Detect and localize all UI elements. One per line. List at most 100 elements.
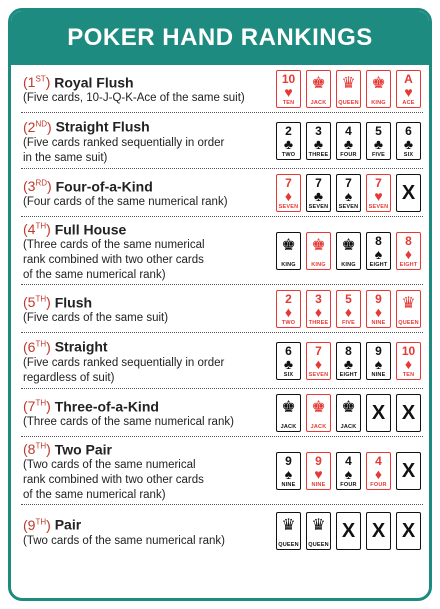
suit-icon: ♣ [373,135,384,152]
playing-card: 3 ♦ THREE [306,289,331,328]
suit-icon: ♠ [284,465,293,482]
card-label: SEVEN [338,203,359,210]
card-label: THREE [308,151,329,158]
card-group: 9 ♠ NINE 9 ♥ NINE 4 ♠ FOUR 4 ♦ FOUR X [276,451,423,490]
hand-text: (5TH) Flush (Five cards of the same suit) [21,291,276,327]
x-mark: X [371,520,386,542]
card-label: JACK [310,423,327,430]
hand-rank: (3RD) [23,178,56,195]
hand-row: (1ST) Royal Flush (Five cards, 10-J-Q-K-A… [21,65,423,113]
face-card-icon: ♚ [341,398,356,416]
hand-description: in the same suit) [23,151,108,164]
playing-card: ♛ QUEEN [336,69,361,108]
playing-card: ♚ JACK [306,69,331,108]
hand-description: (Three cards of the same numerical [23,239,205,252]
hand-rank: (6TH) [23,338,55,355]
rank-suffix: ND [35,119,48,129]
card-group: 2 ♣ TWO 3 ♣ THREE 4 ♣ FOUR 5 ♣ FIVE 6 ♣ SIX [276,121,423,160]
card-value: 7 [315,175,322,190]
card-value: 4 [375,453,382,468]
card-label: NINE [371,319,386,326]
playing-card: 10 ♦ TEN [396,341,421,380]
hand-description: (Five cards ranked sequentially in order [23,136,225,149]
playing-card: 9 ♦ NINE [366,289,391,328]
suit-icon: ♥ [314,465,323,482]
card-value: 8 [345,343,352,358]
hand-description: of the same numerical rank) [23,489,166,502]
hand-rank: (2ND) [23,118,56,135]
rank-number: 4 [27,221,36,238]
x-mark: X [401,401,416,424]
hand-name: Straight Flush [55,118,150,135]
rank-suffix: TH [35,398,47,408]
hand-description: (Three cards of the same numerical rank) [23,416,234,429]
card-label: FOUR [340,481,357,488]
rank-number: 1 [27,74,36,91]
hand-name: Two Pair [54,441,113,458]
card-label: SEVEN [308,203,329,210]
hand-rank: (7TH) [23,398,55,415]
hand-title: (4TH) Full House [23,218,276,239]
rank-suffix: TH [35,221,47,231]
card-value: 7 [345,175,352,190]
playing-card: A ♥ ACE [396,69,421,108]
hand-description: (Four cards of the same numerical rank) [23,196,228,209]
hand-row: (4TH) Full House (Three cards of the same… [21,217,423,285]
hand-name: Flush [54,294,93,311]
playing-card: 8 ♠ EIGHT [366,231,391,270]
suit-icon: ♦ [374,303,383,320]
playing-card: ♛ QUEEN [396,289,421,328]
card-value: 10 [281,71,296,86]
hand-text: (4TH) Full House (Three cards of the same… [21,218,276,284]
playing-card: 9 ♥ NINE [306,451,331,490]
rankings-card: POKER HAND RANKINGS (1ST) Royal Flush (Fi… [8,8,432,601]
hand-rank: (4TH) [23,221,55,238]
x-mark: X [401,181,416,204]
hand-name: Royal Flush [54,74,134,91]
suit-icon: ♦ [344,303,353,320]
suit-icon: ♦ [314,303,323,320]
card-label: FIVE [371,151,386,158]
playing-card: 2 ♦ TWO [276,289,301,328]
x-mark: X [341,520,356,542]
card-value: 7 [315,343,322,358]
card-group: ♚ JACK ♚ JACK ♚ JACK X X [276,393,423,432]
hand-description: of the same numerical rank) [23,269,166,282]
card-label: NINE [371,371,386,378]
playing-card: ♚ JACK [336,393,361,432]
face-card-icon: ♚ [311,398,326,416]
card-label: QUEEN [278,542,299,548]
hand-description: (Two cards of the same numerical [23,459,196,472]
card-label: EIGHT [339,371,358,378]
hand-description: (Five cards, 10-J-Q-K-Ace of the same su… [23,92,245,105]
hand-row: (6TH) Straight (Five cards ranked sequent… [21,333,423,389]
rank-number: 2 [27,118,36,135]
hand-description: regardless of suit) [23,371,115,384]
suit-icon: ♦ [404,245,413,262]
playing-card: 7 ♦ SEVEN [306,341,331,380]
suit-icon: ♣ [313,187,324,204]
playing-card: 5 ♣ FIVE [366,121,391,160]
rank-number: 7 [27,398,36,415]
face-card-icon: ♛ [401,294,416,312]
card-value: 10 [401,343,416,358]
face-card-icon: ♛ [341,74,356,92]
blank-card: X [396,512,421,550]
hand-title: (7TH) Three-of-a-Kind [23,395,276,416]
face-card-icon: ♚ [341,236,356,254]
card-group: 6 ♣ SIX 7 ♦ SEVEN 8 ♣ EIGHT 9 ♠ NINE 10 ♦ TEN [276,341,423,380]
blank-card: X [396,451,421,490]
hand-rank: (5TH) [23,294,55,311]
blank-card: X [396,173,421,212]
card-label: SEVEN [278,203,299,210]
card-label: SEVEN [308,371,329,378]
hand-row: (5TH) Flush (Five cards of the same suit)… [21,285,423,333]
card-value: 2 [285,291,292,306]
card-value: 9 [315,453,322,468]
card-value: 6 [285,343,292,358]
playing-card: ♚ KING [306,231,331,270]
card-value: 7 [375,175,382,190]
card-label: TEN [402,371,415,378]
playing-card: 9 ♠ NINE [276,451,301,490]
card-value: 4 [345,123,352,138]
